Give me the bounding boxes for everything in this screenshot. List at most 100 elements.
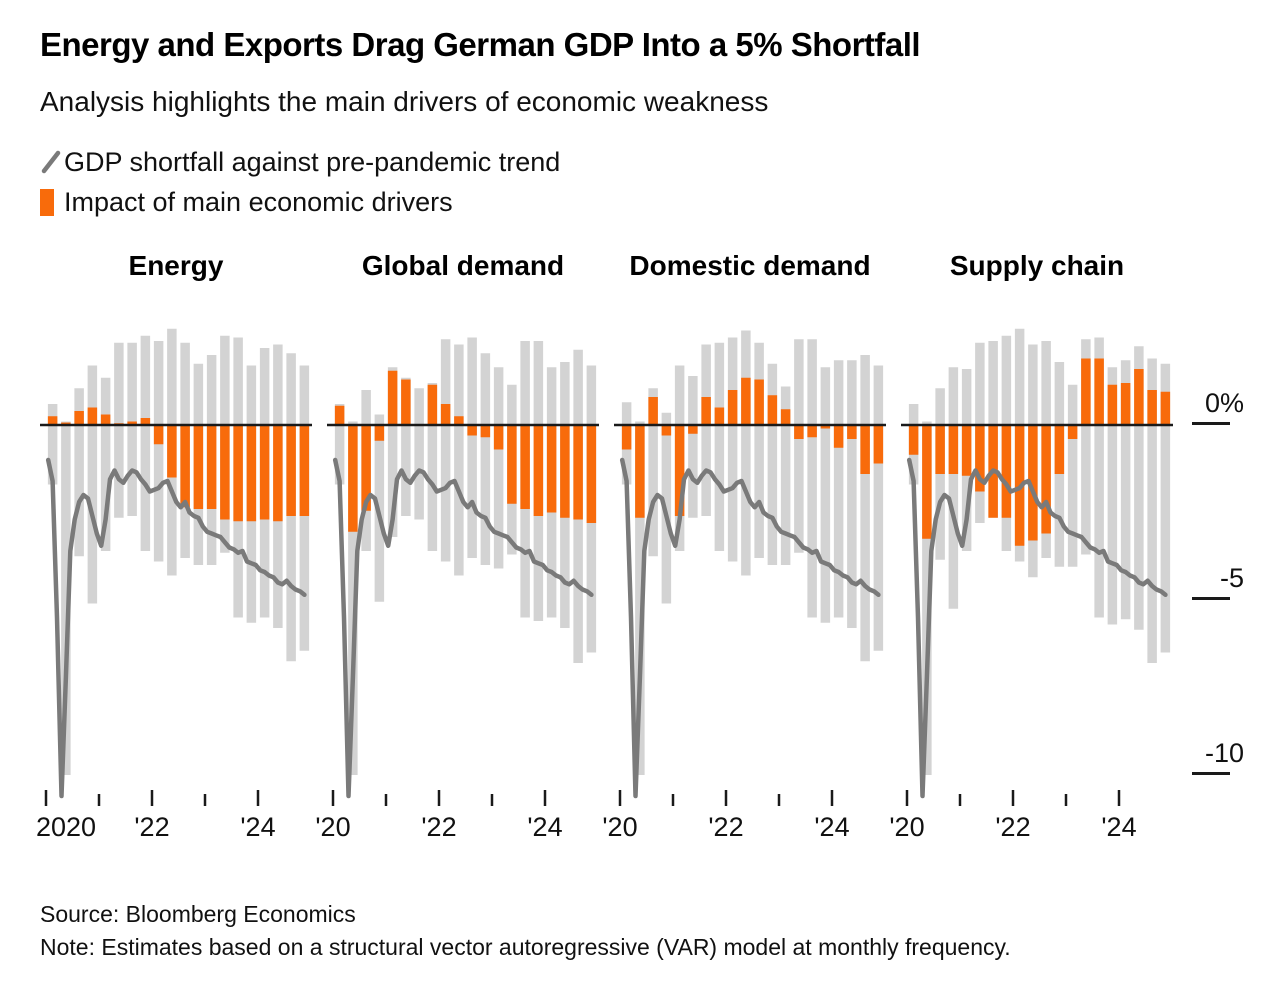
x-axis-label: '20 <box>889 812 924 842</box>
range-bar <box>922 421 932 775</box>
x-axis-label: '22 <box>708 812 743 842</box>
impact-bar <box>1107 384 1118 425</box>
range-bar <box>1067 384 1078 567</box>
range-bar <box>1120 360 1131 620</box>
impact-bar <box>47 416 58 425</box>
impact-bar <box>87 407 98 425</box>
chart-panel-energy: 2020 '22 '24 <box>36 328 312 842</box>
impact-bar <box>1028 425 1038 541</box>
y-axis-label-text: -10 <box>1204 738 1244 768</box>
impact-bar <box>1001 425 1012 518</box>
impact-bar <box>1134 369 1144 425</box>
range-bar <box>127 342 137 516</box>
impact-bar <box>847 425 857 439</box>
gdp-shortfall-line <box>619 457 881 799</box>
range-bar <box>794 339 804 553</box>
x-axis-label: '22 <box>421 812 456 842</box>
impact-bar <box>100 414 111 425</box>
impact-bar <box>220 425 230 520</box>
impact-bar <box>167 425 177 478</box>
chart-panel-domestic-demand: '20 '22 '24 <box>602 330 886 842</box>
legend-item-gdp-line: GDP shortfall against pre-pandemic trend <box>40 142 560 182</box>
range-bar <box>387 367 398 537</box>
y-axis-gridline-dash <box>1192 597 1230 600</box>
impact-bar <box>480 425 491 438</box>
impact-bar <box>833 425 844 448</box>
impact-bar <box>520 425 530 509</box>
range-bar <box>348 421 358 775</box>
impact-bar <box>427 384 438 425</box>
range-bar <box>635 421 645 775</box>
range-bar <box>948 367 959 609</box>
legend-item-impact-bar: Impact of main economic drivers <box>40 182 560 222</box>
impact-bar <box>374 425 385 441</box>
gdp-line-marker-icon <box>40 148 64 176</box>
legend-label-gdp-line: GDP shortfall against pre-pandemic trend <box>64 146 561 177</box>
x-axis-label: '22 <box>134 812 169 842</box>
orange-bar-glyph <box>40 188 54 216</box>
range-bar <box>440 339 451 562</box>
range-bar <box>401 377 411 516</box>
impact-bar <box>440 404 451 425</box>
range-bar <box>727 337 738 562</box>
impact-bar <box>348 425 358 532</box>
impact-bar <box>767 395 778 425</box>
impact-bar <box>661 425 672 436</box>
panel-title-energy: Energy <box>128 250 224 281</box>
impact-bar <box>908 425 919 455</box>
impact-bar <box>674 425 685 516</box>
x-axis-label: '24 <box>240 812 275 842</box>
range-bar <box>1094 337 1104 618</box>
impact-bar <box>935 425 945 474</box>
range-bar <box>873 365 884 651</box>
impact-bar <box>873 425 884 464</box>
range-bar <box>820 367 831 623</box>
chart-title: Energy and Exports Drag German GDP Into … <box>40 26 921 63</box>
y-axis-gridline-dash <box>1192 772 1230 775</box>
range-bar <box>807 339 817 618</box>
range-bar <box>467 337 477 558</box>
impact-bar <box>1147 390 1157 425</box>
panel-title-supply-chain: Supply chain <box>949 250 1125 281</box>
impact-bar <box>794 425 804 439</box>
x-axis-label: '22 <box>995 812 1030 842</box>
x-axis-label: 2020 <box>36 812 96 842</box>
impact-bar <box>701 397 711 425</box>
y-axis-label: -5 <box>1192 562 1244 600</box>
y-axis-label: -10 <box>1192 737 1244 775</box>
range-bar <box>1081 339 1091 555</box>
impact-bar-marker-icon <box>40 188 64 216</box>
range-bar <box>833 360 844 618</box>
impact-bar <box>334 405 345 425</box>
impact-bar <box>975 425 985 492</box>
range-bar <box>114 342 124 518</box>
range-bar <box>153 341 164 562</box>
impact-bar <box>1041 425 1051 534</box>
impact-bar <box>246 425 257 522</box>
impact-bar <box>922 425 932 539</box>
impact-bar <box>780 409 791 425</box>
panel-title-global-demand: Global demand <box>361 250 565 281</box>
range-bar <box>767 363 778 565</box>
impact-bar <box>467 425 477 436</box>
impact-bar <box>286 425 296 516</box>
y-axis-label-text: -5 <box>1219 563 1244 593</box>
impact-bar <box>493 425 504 450</box>
footer: Source: Bloomberg Economics Note: Estima… <box>40 898 1011 964</box>
impact-bar <box>454 416 464 425</box>
impact-bar <box>727 390 738 425</box>
range-bar <box>780 386 791 565</box>
impact-bar <box>401 379 411 425</box>
x-axis-label: '20 <box>315 812 350 842</box>
impact-bar <box>820 425 831 429</box>
diagonal-line-glyph <box>41 150 61 174</box>
impact-bar <box>1120 383 1131 425</box>
chart-panel-supply-chain: '20 '22 '24 <box>889 328 1173 842</box>
range-bar <box>714 342 725 551</box>
range-bar <box>140 335 151 551</box>
chart-subtitle: Analysis highlights the main drivers of … <box>40 86 769 117</box>
range-bar <box>847 360 857 628</box>
gdp-shortfall-line <box>45 457 307 799</box>
impact-bar <box>741 377 751 425</box>
